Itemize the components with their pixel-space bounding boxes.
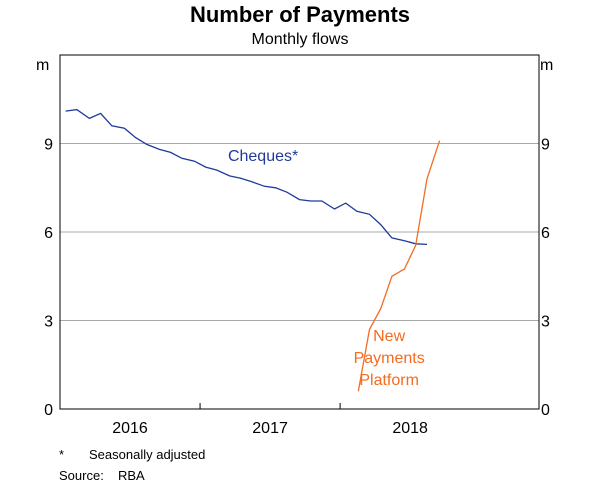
plot-frame [59,54,540,410]
x-tick-label: 2016 [112,420,148,437]
y-tick-label-right: 3 [541,314,550,331]
chart-title: Number of Payments [189,2,411,27]
source-label: Source: [59,468,104,483]
chart-subtitle: Monthly flows [251,31,349,48]
footnote: * Seasonally adjusted [59,447,205,462]
footnote-marker: * [59,447,65,462]
y-tick-label-right: 0 [541,402,550,419]
y-axis-unit-right: m [540,57,554,74]
y-tick-label-left: 6 [44,225,53,242]
y-tick-label-right: 6 [541,225,550,242]
source-note: Source: RBA [59,468,145,483]
series-line-new-payments-platform [357,140,441,392]
series-line-cheques [65,108,428,246]
x-tick-label: 2017 [252,420,288,437]
x-tick-label: 2018 [392,420,428,437]
series-label-cheques: Cheques* [228,148,298,165]
series-label-new-payments-platform: New Payments Platform [354,328,425,389]
source-text: RBA [118,468,145,483]
y-tick-label-left: 0 [44,402,53,419]
footnote-text: Seasonally adjusted [89,447,206,462]
y-axis-unit-left: m [36,57,50,74]
y-tick-label-left: 3 [44,314,53,331]
y-tick-label-right: 9 [541,137,550,154]
y-tick-label-left: 9 [44,137,53,154]
